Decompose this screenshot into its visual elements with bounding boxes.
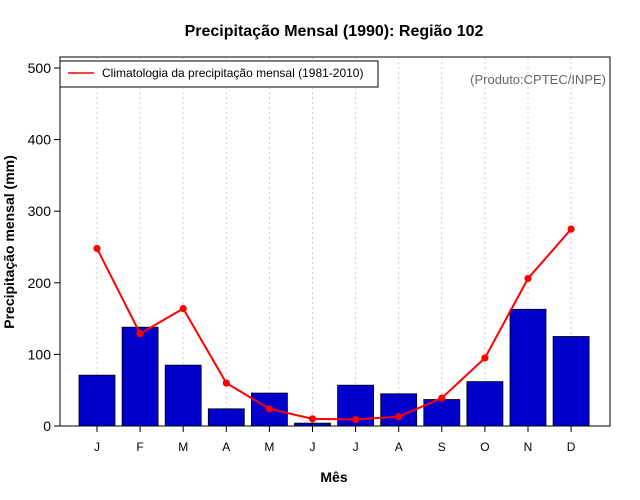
y-tick-label: 100 — [28, 346, 52, 362]
climatology-point-7 — [352, 415, 360, 424]
y-tick-label: 200 — [28, 275, 52, 291]
climatology-point-10 — [481, 354, 489, 362]
bar-a-4 — [207, 408, 245, 427]
bar-o-10 — [466, 381, 504, 427]
y-tick-label: 300 — [28, 203, 52, 219]
grid-lines — [96, 57, 572, 426]
y-tick-label: 500 — [28, 60, 52, 76]
climatology-point-8 — [395, 413, 403, 421]
x-tick-label: N — [524, 440, 533, 454]
plot-frame — [59, 56, 611, 427]
x-tick-label: J — [94, 440, 100, 454]
climatology-point-6 — [308, 415, 317, 423]
x-tick-label: M — [178, 440, 188, 454]
legend-entry-climatology: Climatologia da precipitação mensal (198… — [102, 66, 363, 80]
x-tick-label: F — [136, 440, 143, 454]
climatology-point-9 — [438, 394, 446, 402]
bar-series — [78, 308, 590, 427]
y-axis: 0 100 200 300 400 500 — [28, 60, 60, 434]
bar-j-1 — [78, 374, 116, 427]
bar-m-3 — [164, 364, 202, 427]
x-tick-label: A — [222, 440, 230, 454]
x-tick-label: A — [395, 440, 403, 454]
climatology-point-12 — [567, 225, 575, 233]
climatology-point-3 — [179, 304, 187, 313]
climatology-line — [96, 228, 572, 421]
climatology-point-11 — [524, 274, 532, 283]
y-axis-title: Precipitação mensal (mm) — [1, 155, 17, 329]
y-tick-label: 0 — [43, 418, 51, 434]
climatology-point-1 — [93, 244, 101, 253]
legend: Climatologia da precipitação mensal (198… — [59, 60, 379, 88]
climatology-line-series — [93, 225, 575, 424]
x-axis-title: Mês — [320, 469, 347, 485]
bar-f-2 — [121, 326, 159, 427]
climatology-point-2 — [136, 330, 144, 338]
climatology-point-4 — [222, 379, 230, 387]
credit-annotation: (Produto:CPTEC/INPE) — [470, 72, 606, 87]
x-tick-label: S — [438, 440, 446, 454]
y-tick-label: 400 — [28, 132, 52, 148]
x-tick-label: M — [264, 440, 274, 454]
x-tick-label: D — [567, 440, 576, 454]
x-tick-label: J — [353, 440, 359, 454]
bar-a-8 — [380, 393, 418, 427]
bar-n-11 — [509, 308, 547, 427]
climatology-point-5 — [265, 405, 273, 413]
legend-box — [59, 60, 379, 88]
x-tick-label: O — [480, 440, 489, 454]
x-tick-label: J — [310, 440, 316, 454]
chart-title: Precipitação Mensal (1990): Região 102 — [185, 23, 484, 40]
bar-d-12 — [552, 336, 590, 427]
